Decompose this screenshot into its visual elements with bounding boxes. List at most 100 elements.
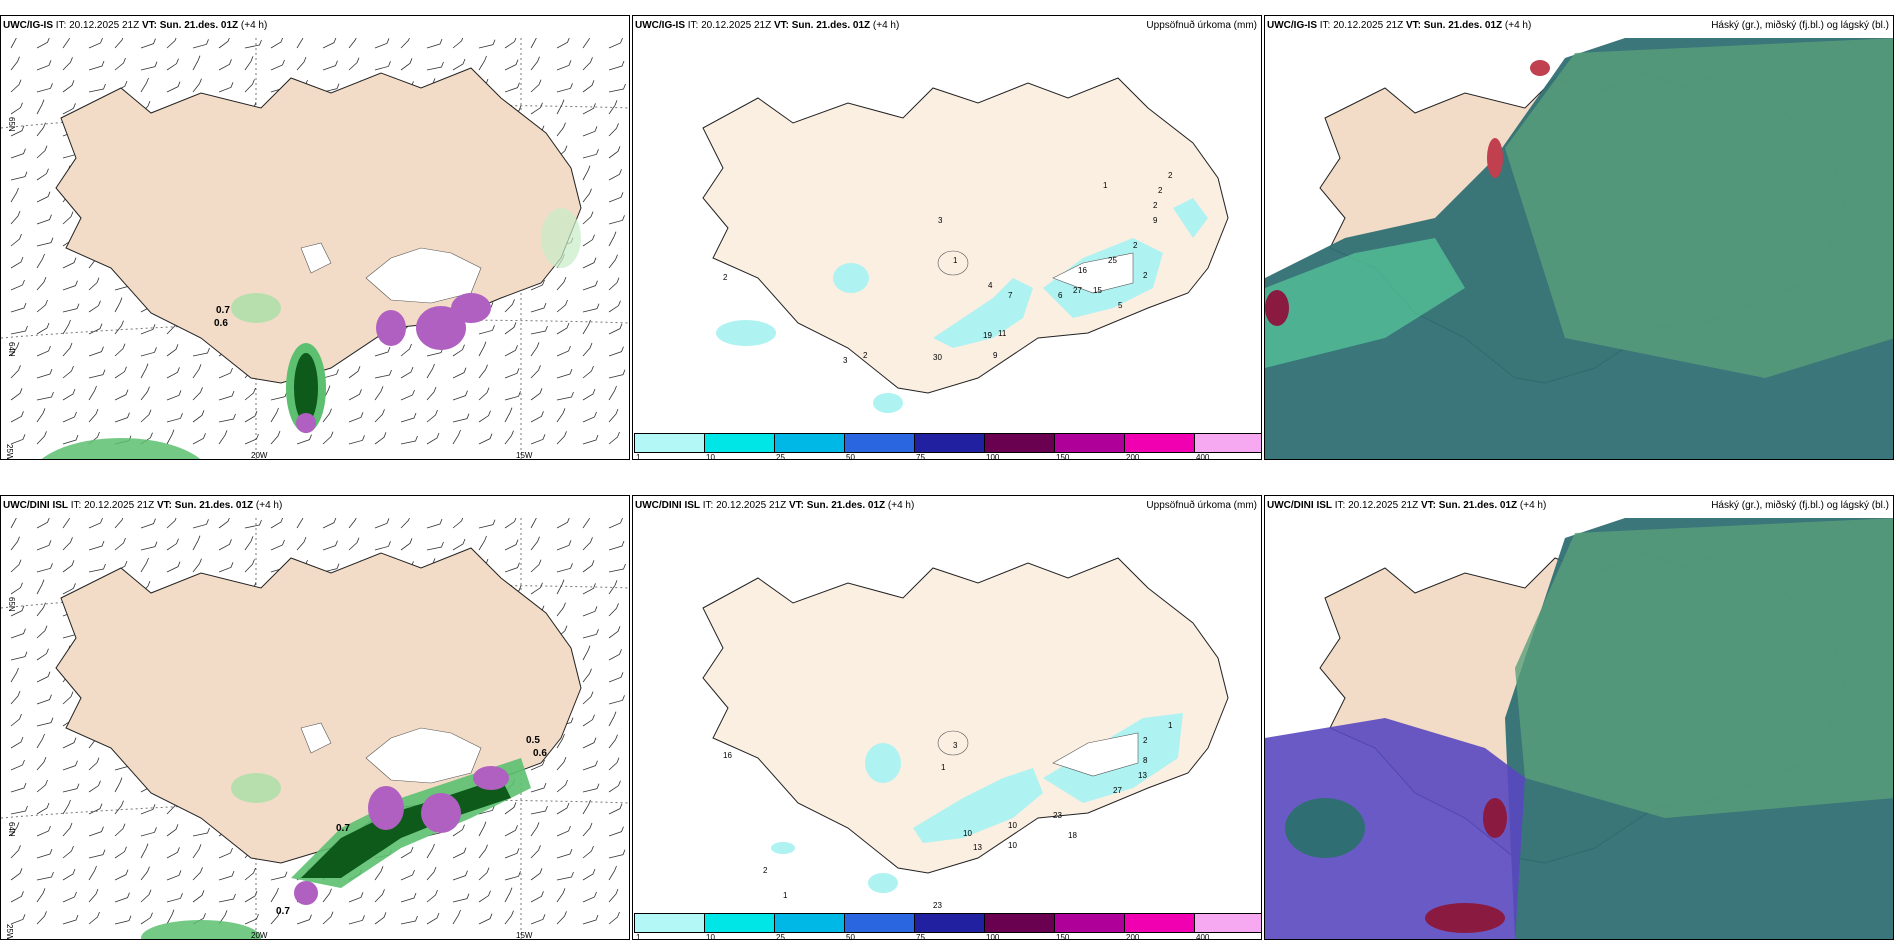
precip-value: 15	[1093, 286, 1102, 295]
wind-barb	[608, 711, 617, 727]
colorbar	[634, 913, 1261, 933]
wind-barb	[556, 579, 565, 595]
wind-barb	[166, 518, 177, 529]
wind-barb	[140, 409, 152, 423]
wind-barb	[36, 825, 51, 837]
wind-barb	[10, 171, 28, 181]
wind-barb	[36, 694, 52, 705]
wind-barb	[608, 346, 624, 357]
wind-barb	[140, 38, 156, 49]
wind-value: 0.7	[336, 823, 350, 834]
model-name: UWC/DINI ISL	[635, 500, 700, 511]
wind-barb	[504, 391, 521, 401]
wind-barb	[10, 365, 21, 379]
wind-barb	[10, 233, 22, 247]
precip-value: 2	[763, 866, 768, 875]
wind-barb	[348, 38, 357, 49]
model-name: UWC/DINI ISL	[1267, 500, 1332, 511]
colorbar-swatch	[845, 434, 915, 452]
wind-barb	[478, 55, 487, 71]
wind-barb	[140, 866, 150, 881]
wind-barb	[10, 325, 28, 335]
colorbar-label: 50	[846, 933, 855, 940]
wind-barb	[166, 58, 179, 71]
wind-barb	[10, 102, 23, 115]
wind-barb	[608, 849, 626, 859]
wind-barb	[582, 629, 599, 639]
model-name: UWC/IG-IS	[635, 20, 685, 31]
wind-barb	[244, 387, 256, 401]
wind-barb	[36, 253, 45, 269]
wind-barb	[10, 187, 19, 203]
wind-barb	[10, 279, 25, 291]
wind-barb	[530, 559, 542, 573]
wind-barb	[556, 825, 571, 837]
cloud-patch	[1425, 903, 1505, 933]
colorbar	[634, 433, 1261, 453]
wind-barb	[348, 366, 361, 379]
wind-barb	[374, 912, 387, 925]
wind-barb	[556, 518, 570, 529]
wind-barb	[452, 870, 468, 881]
wind-barb	[114, 846, 127, 859]
wind-barb	[426, 363, 435, 379]
wind-barb	[114, 777, 123, 793]
colorbar-swatch	[1195, 434, 1261, 452]
wind-barb	[244, 410, 258, 423]
wind-barb	[608, 231, 617, 247]
wind-barb	[608, 757, 620, 771]
wind-barb	[166, 38, 177, 49]
valid-time: Sun. 21.des. 01Z	[159, 20, 239, 31]
iceland-outline	[702, 77, 1229, 394]
wind-barb	[504, 910, 514, 925]
wind-barb	[452, 518, 464, 529]
lat-label: 64N	[7, 342, 16, 357]
wind-barb	[322, 408, 332, 423]
wind-barb	[322, 563, 340, 573]
snow-cover-areas	[300, 242, 482, 304]
wind-barb	[556, 368, 573, 379]
colorbar-label: 1	[636, 933, 641, 940]
wind-barb	[166, 413, 183, 423]
lead-time: (+4 h)	[887, 500, 915, 511]
cloud-patch	[1483, 798, 1507, 838]
wind-barb	[166, 429, 175, 445]
wind-barb	[582, 165, 591, 181]
wind-barb	[10, 411, 24, 423]
wind-barb	[582, 188, 592, 203]
wind-barb	[244, 913, 259, 925]
precip-value: 3	[953, 741, 958, 750]
wind-barb	[478, 867, 490, 881]
wind-barb	[270, 871, 288, 881]
wind-barb	[374, 409, 385, 423]
wind-barb	[582, 914, 599, 925]
precip-value: 13	[973, 843, 982, 852]
wind-barb	[582, 103, 596, 115]
wind-barb	[530, 759, 545, 771]
colorbar-swatch	[635, 434, 705, 452]
wind-barb	[608, 169, 622, 181]
wind-barb	[88, 518, 103, 529]
colorbar-label: 400	[1196, 933, 1210, 940]
wind-barb	[530, 56, 540, 71]
wind-barb	[608, 369, 626, 379]
wind-barb	[36, 368, 53, 379]
wind-barb	[218, 893, 236, 903]
precip-value: 1	[941, 763, 946, 772]
wind-barb	[140, 77, 149, 93]
wind-barb	[36, 518, 50, 529]
wind-barb	[426, 889, 438, 903]
wind-barb	[348, 537, 360, 551]
wind-barb	[218, 870, 235, 881]
wind-barb	[530, 582, 543, 595]
wind-barb	[270, 407, 279, 423]
wind-barb	[88, 826, 104, 837]
wind-barb	[582, 38, 590, 49]
panel-header: UWC/DINI ISL IT: 20.12.2025 21Z VT: Sun.…	[3, 500, 283, 511]
valid-time: Sun. 21.des. 01Z	[806, 500, 886, 511]
wind-barb	[608, 580, 618, 595]
wind-barb	[452, 824, 465, 837]
wind-barb	[62, 411, 77, 423]
wind-barb	[504, 539, 519, 551]
precip-panel-row1: UWC/IG-IS IT: 20.12.2025 21Z VT: Sun. 21…	[632, 15, 1262, 460]
